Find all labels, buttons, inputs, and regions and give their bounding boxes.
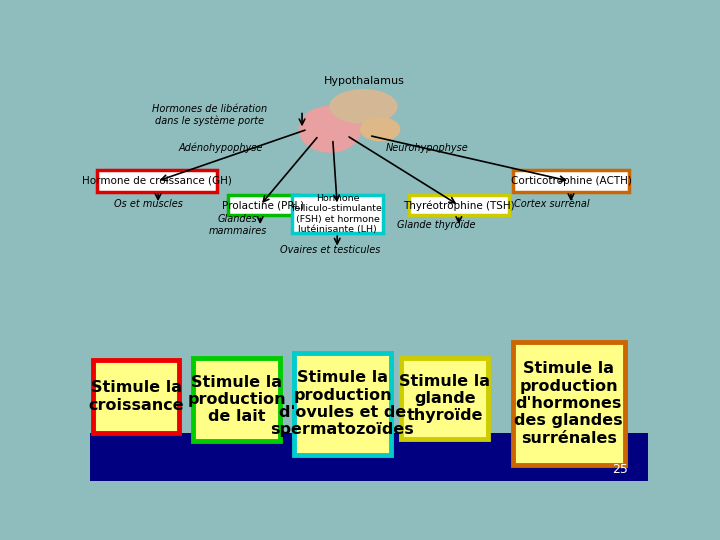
Text: Neurohypophyse: Neurohypophyse (386, 143, 469, 153)
Text: Hormone de croissance (GH): Hormone de croissance (GH) (82, 176, 232, 186)
Text: Stimule la
production
de lait: Stimule la production de lait (187, 375, 286, 424)
Text: 25: 25 (613, 463, 629, 476)
Text: Prolactine (PRL): Prolactine (PRL) (222, 200, 304, 211)
FancyBboxPatch shape (292, 195, 383, 233)
FancyBboxPatch shape (93, 360, 179, 433)
Text: Glande thyroïde: Glande thyroïde (397, 220, 475, 230)
Text: Ovaires et testicules: Ovaires et testicules (280, 245, 380, 255)
FancyBboxPatch shape (193, 358, 279, 441)
Text: Corticotrophine (ACTH): Corticotrophine (ACTH) (510, 176, 631, 186)
Text: Os et muscles: Os et muscles (114, 199, 183, 209)
Bar (90, 433, 648, 481)
Ellipse shape (330, 90, 397, 123)
Text: Adénohypophyse: Adénohypophyse (179, 143, 264, 153)
Text: Hypothalamus: Hypothalamus (324, 76, 405, 86)
FancyBboxPatch shape (513, 342, 624, 465)
Text: Cortex surrènal: Cortex surrènal (514, 199, 590, 209)
FancyBboxPatch shape (96, 170, 217, 192)
Ellipse shape (361, 118, 400, 141)
FancyBboxPatch shape (513, 170, 629, 192)
Text: Thyréotrophine (TSH): Thyréotrophine (TSH) (403, 200, 515, 211)
FancyBboxPatch shape (409, 195, 508, 215)
FancyBboxPatch shape (401, 358, 488, 439)
FancyBboxPatch shape (228, 195, 297, 215)
FancyBboxPatch shape (294, 353, 392, 455)
Text: Stimule la
production
d'hormones
des glandes
surrénales: Stimule la production d'hormones des gla… (515, 361, 623, 446)
Text: Hormone
folliculo-stimulante
(FSH) et hormone
lutéinisante (LH): Hormone folliculo-stimulante (FSH) et ho… (292, 194, 383, 234)
Circle shape (300, 106, 361, 152)
Text: Hormones de libération
dans le système porte: Hormones de libération dans le système p… (153, 104, 268, 126)
Text: Stimule la
production
d'ovules et de
spermatozoïdes: Stimule la production d'ovules et de spe… (271, 370, 415, 437)
Text: Stimule la
croissance: Stimule la croissance (89, 380, 184, 413)
Text: Glandes
mammaires: Glandes mammaires (209, 214, 267, 236)
Text: Stimule la
glande
thyroïde: Stimule la glande thyroïde (399, 374, 490, 423)
